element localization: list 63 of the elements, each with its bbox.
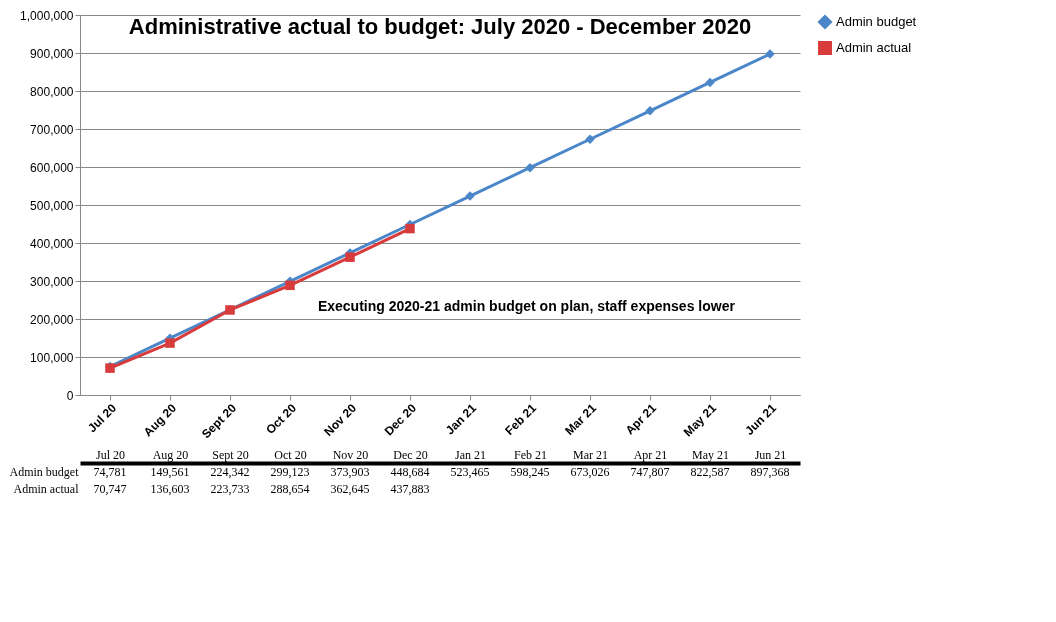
y-tick-label: 100,000	[30, 350, 74, 365]
data-label: 362,645	[330, 481, 370, 496]
y-tick-label: 400,000	[30, 236, 74, 251]
data-label: 673,026	[570, 464, 610, 479]
point	[405, 223, 415, 234]
data-label: 299,123	[270, 464, 310, 479]
annotation: Executing 2020-21 admin budget on plan, staff expenses lower	[317, 298, 736, 314]
category-label: Oct 20	[274, 447, 307, 462]
y-tick-label: 800,000	[30, 84, 74, 99]
data-label: 223,733	[210, 481, 250, 496]
legend-label: Admin actual	[836, 40, 912, 55]
category-label: Jun 21	[754, 447, 787, 462]
x-tick-label: Oct 20	[263, 400, 300, 437]
data-label: 74,781	[93, 464, 127, 479]
data-label: 598,245	[510, 464, 550, 479]
point	[285, 280, 295, 291]
data-label: 747,807	[630, 464, 670, 479]
x-tick-label: Mar 21	[562, 400, 600, 438]
category-label: Sept 20	[212, 447, 249, 462]
data-label: 136,603	[150, 481, 190, 496]
point	[705, 77, 715, 88]
text: Admin budget	[9, 465, 79, 479]
category-label: Jul 20	[95, 447, 126, 462]
category-label: May 21	[692, 447, 729, 462]
category-label: Jan 21	[455, 447, 486, 462]
x-tick-label: Jan 21	[442, 400, 480, 438]
data-label: 288,654	[270, 481, 310, 496]
data-label: 70,747	[93, 481, 127, 496]
data-label: 448,684	[390, 464, 430, 479]
category-label: Feb 21	[514, 447, 547, 462]
x-tick-label: Jun 21	[742, 400, 780, 438]
category-label: Nov 20	[332, 447, 369, 462]
category-label: Apr 21	[633, 447, 668, 462]
category-label: Mar 21	[573, 447, 608, 462]
y-tick-label: 900,000	[30, 46, 74, 61]
point	[525, 162, 535, 173]
data-label: 437,883	[390, 481, 430, 496]
data-label: 224,342	[210, 464, 250, 479]
category-label: Dec 20	[393, 447, 428, 462]
data-label: 523,465	[450, 464, 490, 479]
y-tick-label: 500,000	[30, 198, 74, 213]
category-label: Aug 20	[152, 447, 189, 462]
y-tick-label: 300,000	[30, 274, 74, 289]
data-label: 373,903	[330, 464, 370, 479]
data-label: 822,587	[690, 464, 730, 479]
data-label: 149,561	[150, 464, 190, 479]
x-tick-label: Apr 21	[622, 400, 660, 438]
point	[165, 338, 175, 348]
x-tick-label: Dec 20	[381, 400, 420, 439]
x-tick-label: Nov 20	[321, 400, 360, 439]
y-tick-label: 200,000	[30, 312, 74, 327]
y-tick-label: 700,000	[30, 122, 74, 137]
x-tick-label: Aug 20	[140, 400, 180, 440]
chart-title: Administrative actual to budget: July 2020 - December 2020	[128, 14, 752, 39]
text: Admin actual	[13, 482, 79, 496]
y-tick-label: 1,000,000	[20, 8, 74, 23]
point	[345, 252, 355, 262]
y-tick-label: 0	[66, 388, 74, 403]
x-tick-label: Jul 20	[85, 400, 120, 436]
x-tick-label: Feb 21	[502, 400, 540, 438]
legend-label: Admin budget	[836, 14, 917, 29]
y-tick-label: 600,000	[30, 160, 74, 175]
data-label: 897,368	[750, 464, 790, 479]
